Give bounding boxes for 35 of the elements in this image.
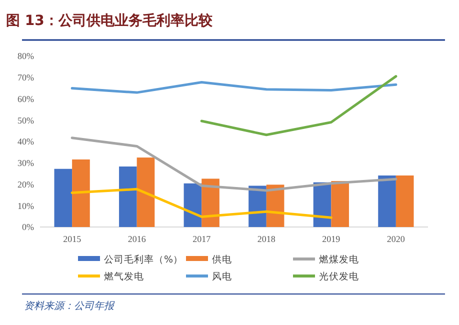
x-tick-label: 2019: [322, 234, 341, 244]
legend-label: 公司毛利率（%）: [104, 253, 184, 266]
y-tick-label: 40%: [18, 136, 34, 147]
bar: [54, 168, 72, 227]
bar: [72, 159, 90, 227]
legend-label: 光伏发电: [319, 270, 359, 282]
y-tick-label: 50%: [18, 115, 34, 126]
y-tick-label: 70%: [18, 72, 34, 83]
x-tick-label: 2016: [128, 234, 146, 244]
y-tick-label: 10%: [18, 200, 34, 211]
text: 资料来源：公司年报: [24, 300, 115, 312]
y-tick-label: 80%: [18, 51, 34, 62]
bar: [396, 175, 414, 227]
legend-label: 供电: [212, 253, 232, 266]
line-series: [70, 188, 332, 219]
legend-label: 燃煤发电: [319, 253, 359, 266]
x-tick-label: 2015: [63, 234, 82, 244]
line-series: [70, 136, 398, 192]
x-tick-label: 2020: [386, 234, 406, 244]
legend-label: 燃气发电: [104, 270, 144, 282]
bar: [378, 175, 396, 227]
bar: [331, 181, 349, 227]
bar: [119, 166, 137, 227]
chart-title: 图 13：公司供电业务毛利率比较: [6, 12, 214, 29]
y-tick-label: 30%: [18, 158, 34, 168]
x-tick-label: 2017: [192, 234, 212, 244]
bar: [184, 183, 202, 227]
line-series: [70, 81, 398, 94]
y-tick-label: 60%: [18, 94, 34, 104]
x-tick-label: 2018: [257, 234, 276, 244]
y-tick-label: 20%: [18, 179, 34, 190]
y-tick-label: 0%: [22, 222, 34, 232]
line-series: [200, 75, 398, 136]
bar: [136, 158, 155, 227]
legend-label: 风电: [212, 270, 232, 282]
